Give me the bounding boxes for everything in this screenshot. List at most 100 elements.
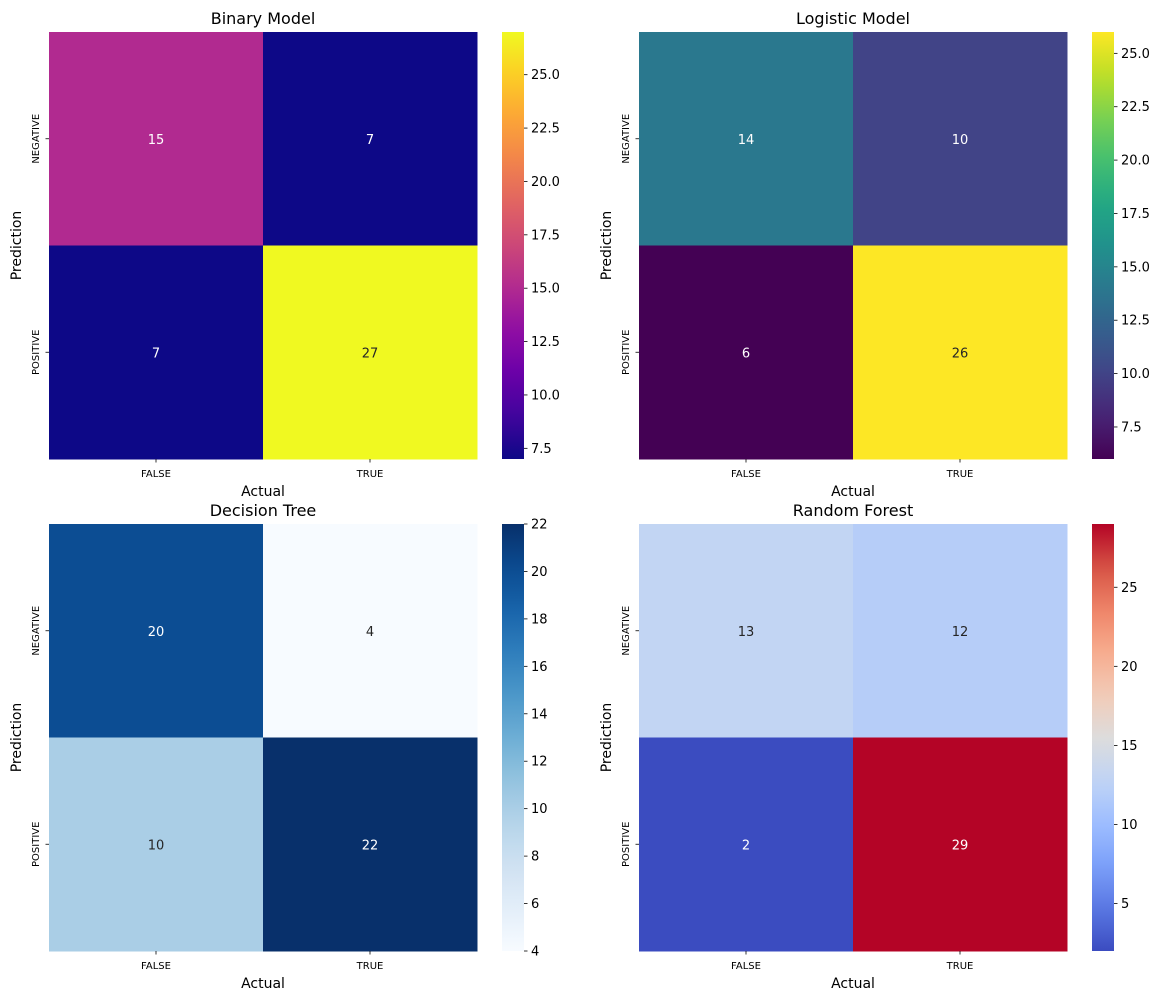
heatmap-panel: 13 12 2 29 Random Forest FALSE TRUE Actual NEGAT… <box>599 501 1138 992</box>
colorbar-tick-label: 20.0 <box>531 175 560 190</box>
colorbar-tick-label: 25.0 <box>531 68 560 83</box>
colorbar-tick-label: 4 <box>531 945 539 960</box>
cell-value-label: 4 <box>366 625 374 640</box>
y-tick-label: POSITIVE <box>31 330 42 375</box>
cell-value-label: 13 <box>738 625 755 640</box>
colorbar-tick-label: 18 <box>531 612 548 627</box>
colorbar-tick-label: 25 <box>1121 581 1138 596</box>
cell-value-label: 27 <box>362 346 379 361</box>
heatmap-cell <box>639 737 854 952</box>
colorbar-tick-label: 20.0 <box>1121 154 1150 169</box>
heatmap-panel: 15 7 7 27 Binary Model FALSE TRUE Actual NEGATIV… <box>9 9 560 500</box>
colorbar-tick-label: 12.5 <box>531 335 560 350</box>
colorbar-tick-label: 22 <box>531 518 548 533</box>
colorbar <box>502 524 524 951</box>
x-axis-label: Actual <box>241 976 285 992</box>
x-tick-label: TRUE <box>946 469 974 480</box>
y-tick-label: NEGATIVE <box>31 606 42 656</box>
x-axis-label: Actual <box>241 484 285 500</box>
colorbar-tick-label: 15.0 <box>531 282 560 297</box>
heatmap-cell <box>263 524 478 738</box>
colorbar-tick-label: 22.5 <box>1121 100 1150 115</box>
colorbar-tick-label: 16 <box>531 660 548 675</box>
heatmap-cell <box>853 524 1068 738</box>
x-tick-label: TRUE <box>946 961 974 972</box>
cell-value-label: 7 <box>366 133 374 148</box>
colorbar-tick-label: 7.5 <box>531 442 552 457</box>
cell-value-label: 6 <box>742 346 750 361</box>
colorbar-tick-label: 10 <box>1121 818 1138 833</box>
x-tick-label: FALSE <box>731 469 761 480</box>
heatmap-cell <box>49 524 264 738</box>
colorbar-tick-label: 10 <box>531 802 548 817</box>
colorbar-tick-label: 6 <box>531 897 539 912</box>
cell-value-label: 10 <box>148 838 165 853</box>
y-tick-label: POSITIVE <box>621 822 632 867</box>
heatmap-cell <box>49 32 264 246</box>
x-tick-label: FALSE <box>731 961 761 972</box>
colorbar-tick-label: 22.5 <box>531 122 560 137</box>
y-axis-label: Prediction <box>9 703 25 773</box>
heatmap-cell <box>263 245 478 460</box>
colorbar <box>502 32 524 459</box>
colorbar-tick-label: 12 <box>531 755 548 770</box>
cell-value-label: 26 <box>952 346 969 361</box>
cell-value-label: 7 <box>152 346 160 361</box>
cell-value-label: 10 <box>952 133 969 148</box>
heatmap-cell <box>263 737 478 952</box>
cell-value-label: 20 <box>148 625 165 640</box>
colorbar-tick-label: 15 <box>1121 739 1138 754</box>
heatmap-cell <box>853 737 1068 952</box>
y-axis-label: Prediction <box>599 211 615 281</box>
cell-value-label: 12 <box>952 625 969 640</box>
colorbar-tick-label: 8 <box>531 850 539 865</box>
heatmap-cell <box>853 245 1068 460</box>
y-tick-label: NEGATIVE <box>31 114 42 164</box>
heatmap-cell <box>639 32 854 246</box>
y-tick-label: NEGATIVE <box>621 114 632 164</box>
heatmap-cell <box>639 245 854 460</box>
cell-value-label: 15 <box>148 133 165 148</box>
colorbar-tick-label: 25.0 <box>1121 47 1150 62</box>
x-axis-label: Actual <box>831 484 875 500</box>
y-tick-label: POSITIVE <box>621 330 632 375</box>
chart-title: Binary Model <box>211 9 316 28</box>
heatmap-panel: 20 4 10 22 Decision Tree FALSE TRUE Actual NEGAT… <box>9 501 548 992</box>
cell-value-label: 14 <box>738 133 755 148</box>
heatmap-cell <box>263 32 478 246</box>
chart-title: Logistic Model <box>796 9 910 28</box>
x-tick-label: FALSE <box>141 469 171 480</box>
colorbar-tick-label: 10.0 <box>1121 367 1150 382</box>
colorbar-tick-label: 10.0 <box>531 388 560 403</box>
chart-title: Decision Tree <box>210 501 317 520</box>
heatmap-cell <box>639 524 854 738</box>
x-tick-label: TRUE <box>356 961 384 972</box>
colorbar-tick-label: 17.5 <box>531 228 560 243</box>
colorbar-tick-label: 7.5 <box>1121 420 1142 435</box>
heatmap-cell <box>853 32 1068 246</box>
y-axis-label: Prediction <box>9 211 25 281</box>
colorbar-tick-label: 5 <box>1121 897 1129 912</box>
heatmap-panel: 14 10 6 26 Logistic Model FALSE TRUE Actual NEGA… <box>599 9 1150 500</box>
colorbar-tick-label: 14 <box>531 707 548 722</box>
cell-value-label: 2 <box>742 838 750 853</box>
colorbar-tick-label: 12.5 <box>1121 314 1150 329</box>
colorbar <box>1092 32 1114 459</box>
y-tick-label: POSITIVE <box>31 822 42 867</box>
y-tick-label: NEGATIVE <box>621 606 632 656</box>
heatmap-cell <box>49 737 264 952</box>
chart-title: Random Forest <box>793 501 913 520</box>
cell-value-label: 22 <box>362 838 379 853</box>
x-tick-label: FALSE <box>141 961 171 972</box>
y-axis-label: Prediction <box>599 703 615 773</box>
cell-value-label: 29 <box>952 838 969 853</box>
colorbar-tick-label: 17.5 <box>1121 207 1150 222</box>
x-axis-label: Actual <box>831 976 875 992</box>
heatmap-cell <box>49 245 264 460</box>
colorbar-tick-label: 15.0 <box>1121 260 1150 275</box>
x-tick-label: TRUE <box>356 469 384 480</box>
colorbar-tick-label: 20 <box>531 565 548 580</box>
colorbar <box>1092 524 1114 951</box>
colorbar-tick-label: 20 <box>1121 660 1138 675</box>
